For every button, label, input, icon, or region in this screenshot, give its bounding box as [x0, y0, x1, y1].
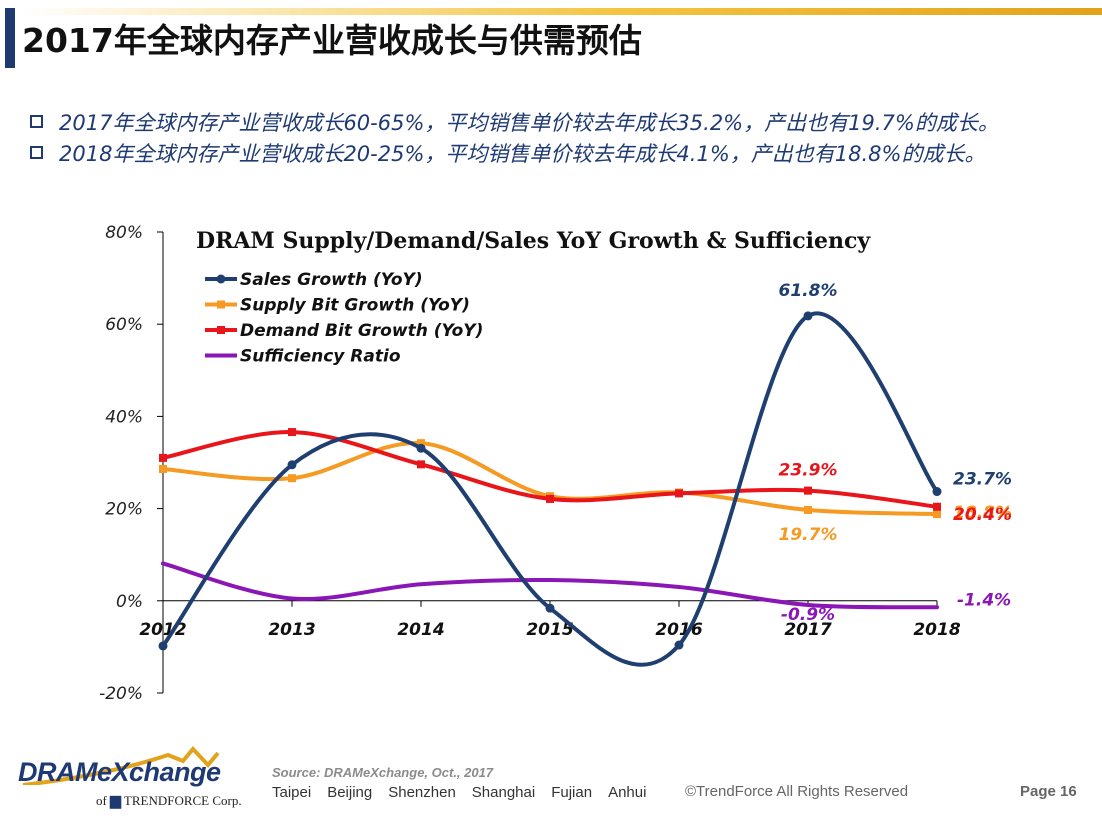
- y-tick-label: 60%: [105, 315, 143, 335]
- x-tick-label: 2013: [268, 620, 315, 640]
- logo-of: of: [96, 793, 107, 808]
- legend-label: Sufficiency Ratio: [240, 347, 401, 367]
- data-point: [417, 460, 425, 469]
- data-point: [416, 443, 426, 453]
- y-tick-label: 80%: [105, 223, 143, 243]
- bullet-list: 2017年全球内存产业营收成长60-65%，平均销售单价较去年成长35.2%，产…: [30, 106, 999, 168]
- source-note: Source: DRAMeXchange, Oct., 2017: [272, 765, 494, 780]
- city: Beijing: [327, 784, 373, 801]
- data-label: 23.9%: [779, 461, 838, 481]
- legend-label: Supply Bit Growth (YoY): [240, 296, 470, 316]
- top-decoration: [0, 0, 1102, 15]
- copyright: ©TrendForce All Rights Reserved: [685, 783, 909, 800]
- data-point: [803, 311, 813, 321]
- city: Shenzhen: [388, 784, 456, 801]
- data-point: [159, 453, 167, 462]
- city-list: Taipei Beijing Shenzhen Shanghai Fujian …: [272, 784, 646, 801]
- gold-rule: [20, 8, 1102, 15]
- data-point: [804, 486, 812, 495]
- title-accent-bar: [5, 8, 15, 68]
- city: Fujian: [551, 784, 593, 801]
- x-tick-label: 2018: [913, 620, 960, 640]
- logo-corp: TRENDFORCE Corp.: [123, 793, 242, 808]
- data-point: [546, 494, 554, 503]
- data-point: [159, 464, 167, 473]
- data-point: [675, 489, 683, 498]
- data-label: -1.4%: [957, 590, 1011, 610]
- data-label: 61.8%: [779, 281, 838, 301]
- y-tick-label: 0%: [116, 592, 143, 612]
- data-point: [932, 487, 942, 497]
- x-tick-label: 2014: [397, 620, 444, 640]
- data-point: [158, 641, 168, 651]
- city: Taipei: [272, 784, 312, 801]
- x-tick-label: 2017: [784, 620, 831, 640]
- data-point: [804, 505, 812, 514]
- legend-label: Sales Growth (YoY): [240, 270, 423, 290]
- y-tick-label: 20%: [105, 500, 143, 520]
- series-line: [161, 561, 939, 610]
- data-point: [287, 460, 297, 470]
- page-number: Page 16: [1020, 783, 1077, 800]
- bullet-text: 2018年全球内存产业营收成长20-25%，平均销售单价较去年成长4.1%，产出…: [59, 141, 986, 166]
- chart-title: DRAM Supply/Demand/Sales YoY Growth & Su…: [196, 228, 871, 254]
- data-label: 19.7%: [779, 525, 838, 545]
- data-point: [288, 474, 296, 483]
- city: Shanghai: [471, 784, 536, 801]
- y-tick-label: -20%: [99, 684, 143, 704]
- city: Anhui: [608, 784, 647, 801]
- logo-wordmark: DRAMeXchange: [18, 757, 221, 787]
- data-point: [545, 603, 555, 613]
- legend-marker: [217, 300, 225, 309]
- data-label: 20.4%: [953, 505, 1012, 525]
- page-title: 2017年全球内存产业营收成长与供需预估: [22, 21, 642, 60]
- bullet-item: 2018年全球内存产业营收成长20-25%，平均销售单价较去年成长4.1%，产出…: [30, 137, 999, 168]
- data-point: [933, 502, 941, 511]
- data-point: [674, 640, 684, 650]
- legend-label: Demand Bit Growth (YoY): [240, 321, 483, 341]
- data-label: -0.9%: [781, 605, 835, 625]
- dramexchange-logo: DRAMeXchange of ▆ TRENDFORCE Corp.: [18, 745, 258, 815]
- trendforce-mark-icon: ▆: [110, 794, 121, 809]
- bullet-item: 2017年全球内存产业营收成长60-65%，平均销售单价较去年成长35.2%，产…: [30, 106, 999, 137]
- data-point: [933, 510, 941, 519]
- bullet-text: 2017年全球内存产业营收成长60-65%，平均销售单价较去年成长35.2%，产…: [59, 110, 999, 135]
- data-label: 23.7%: [953, 470, 1012, 490]
- legend-marker: [216, 274, 226, 284]
- legend-marker: [217, 326, 225, 334]
- data-point: [417, 439, 425, 448]
- logo-subtitle: of ▆ TRENDFORCE Corp.: [96, 793, 242, 810]
- data-label: 18.8%: [953, 503, 1012, 523]
- logo-swoosh-icon: [22, 745, 220, 785]
- y-tick-label: 40%: [105, 407, 143, 427]
- square-bullet-icon: [30, 146, 43, 159]
- data-point: [288, 428, 296, 437]
- square-bullet-icon: [30, 115, 43, 128]
- x-tick-label: 2015: [526, 620, 573, 640]
- x-tick-label: 2016: [655, 620, 702, 640]
